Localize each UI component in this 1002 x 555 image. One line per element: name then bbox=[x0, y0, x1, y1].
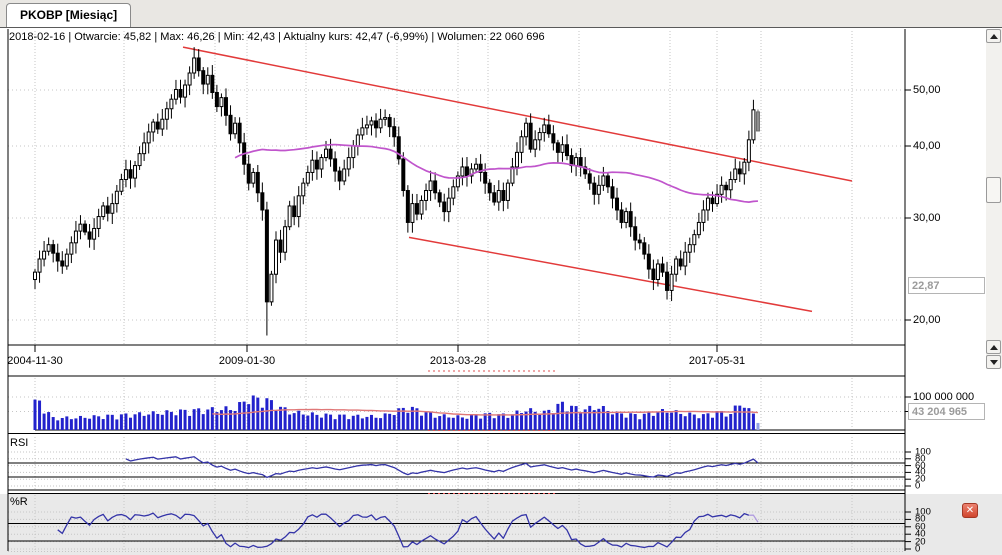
wr-pane-title: %R bbox=[10, 496, 28, 508]
scroll-up-button-bottom[interactable] bbox=[986, 340, 1001, 354]
scroll-down-button[interactable] bbox=[986, 355, 1001, 369]
tab-pkobp-monthly[interactable]: PKOBP [Miesiąc] bbox=[6, 3, 132, 27]
wr-tick-label: 20 bbox=[915, 536, 926, 548]
date-tick-label: 2004-11-30 bbox=[7, 355, 63, 367]
wr-tick-label: 0 bbox=[915, 543, 921, 555]
rsi-tick-label: 0 bbox=[915, 480, 921, 492]
rsi-pane-title: RSI bbox=[10, 437, 29, 449]
wr-tick-label: 80 bbox=[915, 513, 926, 525]
rsi-tick-label: 20 bbox=[915, 473, 926, 485]
volume-axis-tick-label: 100 000 000 bbox=[913, 391, 975, 403]
date-tick-label: 2017-05-31 bbox=[688, 355, 746, 367]
scroll-up-button[interactable] bbox=[986, 29, 1001, 43]
volume-value-box: 43 204 965 bbox=[908, 403, 985, 420]
date-tick-label: 2009-01-30 bbox=[218, 355, 276, 367]
rsi-tick-label: 100 bbox=[915, 446, 931, 458]
wr-tick-label: 100 bbox=[915, 506, 931, 518]
arrow-up-icon bbox=[989, 344, 998, 350]
scrollbar-thumb[interactable] bbox=[986, 177, 1001, 203]
price-tick-label: 40,00 bbox=[913, 140, 941, 152]
tab-bar: PKOBP [Miesiąc] bbox=[0, 0, 1002, 28]
vertical-scrollbar[interactable] bbox=[986, 29, 1002, 369]
price-cursor-value-box: 22,87 bbox=[908, 277, 985, 294]
price-tick-label: 50,00 bbox=[913, 84, 941, 96]
arrow-down-icon bbox=[989, 359, 998, 365]
price-tick-label: 20,00 bbox=[913, 314, 941, 326]
rsi-tick-label: 60 bbox=[915, 460, 926, 472]
close-wr-pane-button[interactable]: ✕ bbox=[962, 503, 978, 518]
tab-label: PKOBP [Miesiąc] bbox=[20, 8, 118, 22]
date-tick-label: 2013-03-28 bbox=[429, 355, 487, 367]
wr-tick-label: 60 bbox=[915, 521, 926, 533]
rsi-tick-label: 40 bbox=[915, 466, 926, 478]
quote-info-bar: 2018-02-16 | Otwarcie: 45,82 | Max: 46,2… bbox=[9, 31, 545, 43]
wr-tick-label: 40 bbox=[915, 528, 926, 540]
price-tick-label: 30,00 bbox=[913, 212, 941, 224]
arrow-up-icon bbox=[989, 33, 998, 39]
rsi-tick-label: 80 bbox=[915, 453, 926, 465]
